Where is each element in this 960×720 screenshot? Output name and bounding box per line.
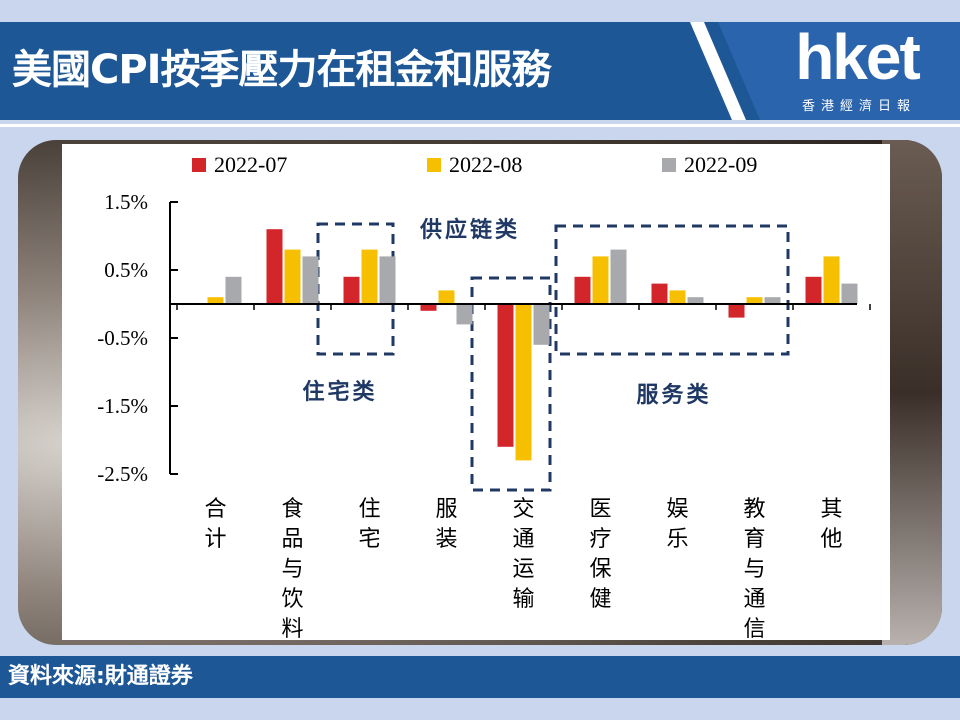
y-tick-label: -2.5% (97, 462, 148, 486)
bar-合计-2022-08 (207, 297, 224, 304)
legend-label-2022-09: 2022-09 (684, 152, 757, 177)
hket-logo: hket (795, 21, 921, 93)
chart-axes (169, 201, 871, 475)
bar-其他-2022-09 (841, 283, 858, 304)
logo-background (690, 22, 960, 120)
bar-合计-2022-09 (225, 276, 242, 304)
bar-娱乐-2022-08 (669, 290, 686, 304)
bar-服装-2022-07 (420, 304, 437, 311)
bar-教育与通信-2022-09 (764, 297, 781, 304)
annotation-label-services: 服务类 (636, 383, 711, 408)
category-label-娱乐: 娱乐 (666, 497, 688, 552)
category-label-服装: 服装 (435, 497, 457, 552)
y-tick-label: -1.5% (97, 394, 148, 418)
bar-食品与饮料-2022-09 (302, 256, 319, 304)
bar-交通运输-2022-07 (497, 304, 514, 447)
category-label-住宅: 住宅 (358, 497, 380, 552)
legend-swatch-2022-08 (427, 158, 441, 172)
bar-住宅-2022-08 (361, 249, 378, 304)
y-tick-label: -0.5% (97, 326, 148, 350)
category-label-教育与通信: 教育与通信 (743, 497, 765, 640)
header-divider (0, 124, 960, 127)
legend-swatch-2022-07 (192, 158, 206, 172)
hket-logo-subtitle: 香港經濟日報 (801, 99, 916, 114)
bar-医疗保健-2022-09 (610, 249, 627, 304)
category-label-食品与饮料: 食品与饮料 (281, 497, 303, 640)
annotation-label-supply_chain: 供应链类 (419, 217, 520, 243)
bar-食品与饮料-2022-07 (266, 229, 283, 304)
category-label-合计: 合计 (204, 497, 226, 552)
bar-医疗保健-2022-08 (592, 256, 609, 304)
page-title: 美國CPI按季壓力在租金和服務 (12, 47, 552, 93)
y-tick-label: 0.5% (104, 258, 148, 282)
bar-住宅-2022-07 (343, 276, 360, 304)
chart-legend: 2022-07 2022-08 2022-09 (192, 152, 757, 177)
y-tick-labels: 1.5% 0.5% -0.5% -1.5% -2.5% (97, 190, 148, 486)
annotation-transport-box (470, 276, 552, 492)
legend-swatch-2022-09 (662, 158, 676, 172)
annotation-label-housing: 住宅类 (302, 379, 377, 405)
bar-教育与通信-2022-07 (728, 304, 745, 318)
category-label-交通运输: 交通运输 (512, 497, 534, 612)
category-label-其他: 其他 (820, 497, 842, 552)
source-note: 資料來源:財通證券 (8, 664, 193, 689)
bar-交通运输-2022-09 (533, 304, 550, 345)
bar-食品与饮料-2022-08 (284, 249, 301, 304)
legend-label-2022-08: 2022-08 (449, 152, 522, 177)
bar-住宅-2022-09 (379, 256, 396, 304)
bar-服装-2022-08 (438, 290, 455, 304)
bar-娱乐-2022-07 (651, 283, 668, 304)
y-tick-label: 1.5% (104, 190, 148, 214)
bar-医疗保健-2022-07 (574, 276, 591, 304)
annotation-services-box (554, 224, 790, 356)
bar-教育与通信-2022-08 (746, 297, 763, 304)
cpi-bar-chart: 2022-07 2022-08 2022-09 1.5% 0.5% -0.5% -1.5%… (97, 152, 871, 640)
footer-bar (0, 656, 960, 698)
legend-label-2022-07: 2022-07 (214, 152, 287, 177)
bar-服装-2022-09 (456, 304, 473, 325)
chart-bars (207, 229, 858, 461)
bar-交通运输-2022-08 (515, 304, 532, 461)
bar-其他-2022-07 (805, 276, 822, 304)
photo-edge (882, 140, 942, 645)
bar-其他-2022-08 (823, 256, 840, 304)
chart-panel: 2022-07 2022-08 2022-09 1.5% 0.5% -0.5% -1.5%… (62, 144, 890, 640)
category-label-医疗保健: 医疗保健 (589, 497, 611, 612)
bar-娱乐-2022-09 (687, 297, 704, 304)
